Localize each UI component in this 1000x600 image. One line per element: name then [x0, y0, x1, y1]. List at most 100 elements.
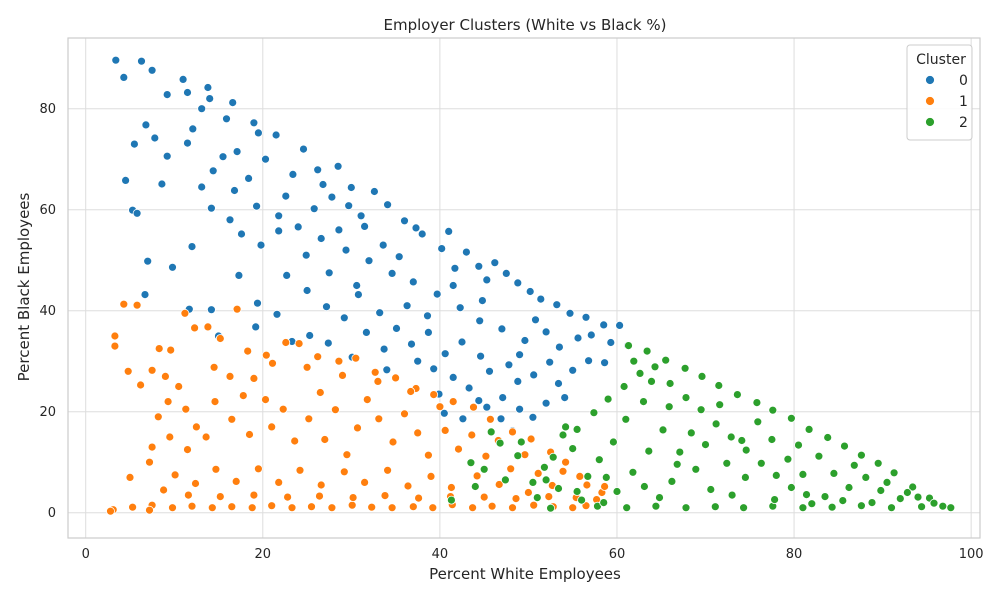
point-cluster-2 [820, 492, 830, 502]
point-cluster-2 [770, 495, 779, 505]
point-cluster-0 [600, 358, 609, 368]
point-cluster-0 [513, 278, 523, 288]
point-cluster-2 [867, 498, 877, 508]
point-cluster-1 [267, 422, 277, 432]
point-cluster-2 [577, 495, 586, 505]
point-cluster-0 [353, 290, 363, 300]
chart-title: Employer Clusters (White vs Black %) [384, 16, 667, 34]
point-cluster-1 [423, 450, 433, 460]
point-cluster-0 [560, 393, 570, 403]
point-cluster-1 [304, 414, 314, 424]
point-cluster-2 [572, 424, 582, 434]
point-cluster-0 [369, 187, 379, 196]
point-cluster-0 [531, 315, 540, 325]
point-cluster-0 [504, 360, 514, 370]
point-cluster-2 [882, 477, 892, 487]
point-cluster-2 [857, 501, 866, 511]
point-cluster-1 [526, 434, 536, 444]
point-cluster-0 [541, 398, 551, 408]
point-cluster-1 [247, 503, 257, 513]
point-cluster-0 [383, 200, 393, 210]
point-cluster-0 [382, 365, 392, 375]
point-cluster-1 [533, 468, 543, 478]
point-cluster-2 [639, 397, 648, 407]
point-cluster-1 [338, 370, 347, 380]
point-cluster-1 [600, 482, 609, 491]
point-cluster-0 [339, 313, 349, 323]
legend-marker-2 [925, 117, 935, 127]
point-cluster-2 [528, 477, 538, 487]
point-cluster-2 [664, 402, 674, 412]
point-cluster-1 [446, 483, 456, 492]
point-cluster-0 [525, 287, 535, 296]
point-cluster-2 [753, 417, 763, 427]
point-cluster-0 [515, 404, 524, 414]
point-cluster-0 [249, 118, 259, 128]
legend-label-2: 2 [959, 115, 968, 131]
point-cluster-0 [515, 350, 524, 360]
point-cluster-1 [170, 470, 180, 480]
point-cluster-0 [599, 320, 609, 330]
point-cluster-2 [697, 371, 707, 381]
point-cluster-2 [603, 394, 613, 404]
point-cluster-1 [428, 503, 438, 513]
point-cluster-2 [650, 362, 660, 372]
point-cluster-1 [485, 414, 495, 424]
point-cluster-2 [594, 455, 604, 465]
point-cluster-2 [706, 485, 716, 494]
point-cluster-2 [470, 482, 480, 491]
point-cluster-1 [544, 492, 554, 502]
point-cluster-0 [282, 270, 292, 280]
point-cluster-1 [132, 300, 142, 310]
point-cluster-0 [541, 327, 551, 337]
point-cluster-0 [402, 301, 412, 311]
point-cluster-2 [829, 468, 839, 478]
point-cluster-0 [302, 286, 312, 295]
point-cluster-2 [681, 393, 691, 403]
point-cluster-0 [150, 133, 160, 143]
grid-lines [68, 38, 980, 538]
point-cluster-0 [565, 308, 575, 318]
point-cluster-1 [294, 339, 304, 349]
point-cluster-2 [619, 382, 629, 391]
point-cluster-1 [191, 422, 201, 432]
point-cluster-2 [798, 503, 808, 513]
point-cluster-1 [147, 442, 157, 452]
point-cluster-0 [178, 75, 188, 84]
point-cluster-2 [642, 346, 652, 356]
point-cluster-1 [403, 481, 413, 491]
point-cluster-2 [612, 487, 622, 496]
point-cluster-2 [691, 464, 701, 474]
legend-marker-0 [925, 75, 935, 85]
point-cluster-0 [197, 104, 207, 114]
point-cluster-1 [249, 490, 259, 500]
point-cluster-1 [327, 503, 337, 513]
point-cluster-0 [129, 139, 139, 149]
point-cluster-2 [561, 422, 570, 432]
point-cluster-0 [244, 173, 254, 183]
point-cluster-0 [361, 327, 371, 337]
point-cluster-2 [558, 430, 568, 440]
point-cluster-0 [513, 376, 523, 386]
point-cluster-1 [215, 334, 225, 343]
point-cluster-2 [908, 482, 918, 492]
point-cluster-2 [889, 468, 899, 478]
point-cluster-0 [417, 229, 427, 239]
point-cluster-0 [448, 372, 458, 382]
point-cluster-1 [267, 501, 277, 511]
point-cluster-0 [230, 186, 239, 195]
point-cluster-2 [913, 492, 923, 502]
x-tick-label: 40 [432, 547, 449, 562]
point-cluster-0 [477, 296, 487, 306]
point-cluster-1 [153, 412, 163, 422]
point-cluster-2 [714, 381, 724, 390]
point-cluster-1 [106, 506, 115, 516]
point-cluster-0 [168, 262, 177, 272]
point-cluster-1 [467, 430, 477, 440]
point-cluster-1 [231, 476, 241, 486]
point-cluster-0 [234, 270, 244, 280]
point-cluster-0 [322, 302, 331, 312]
point-cluster-2 [787, 413, 796, 423]
point-cluster-0 [251, 322, 261, 332]
point-cluster-0 [119, 73, 129, 82]
